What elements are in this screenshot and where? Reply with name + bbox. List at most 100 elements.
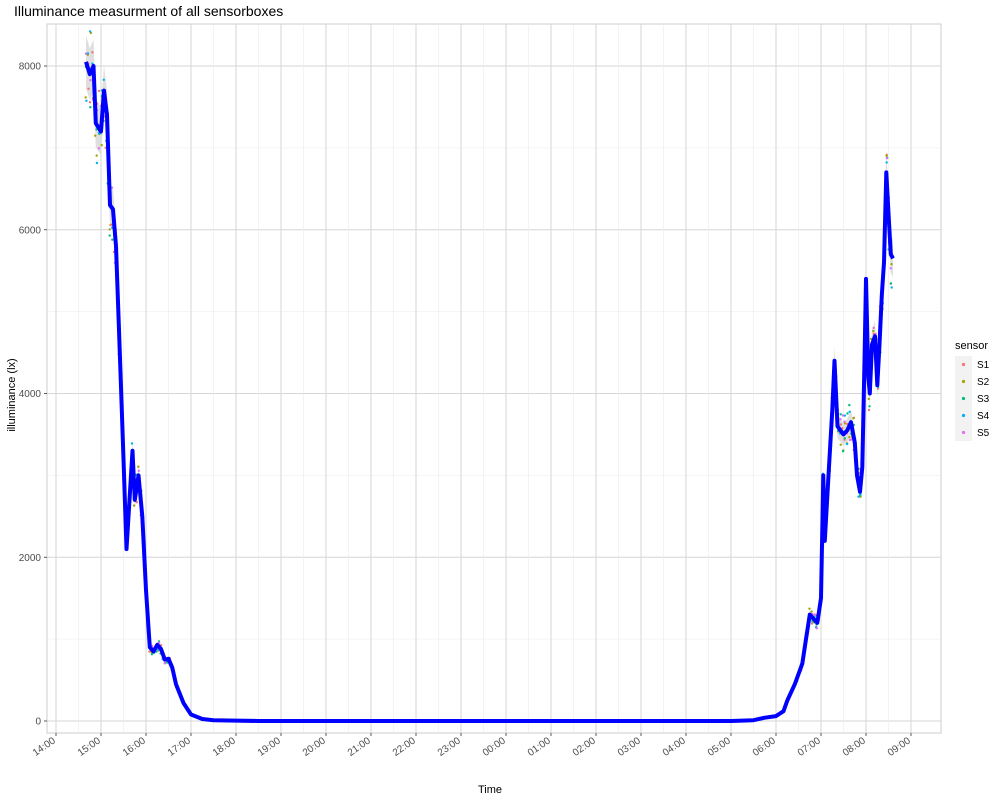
x-tick-label: 03:00 — [616, 735, 643, 759]
legend-key-s2 — [961, 379, 966, 384]
x-tick-label: 05:00 — [706, 735, 733, 759]
x-tick-label: 14:00 — [31, 735, 58, 759]
x-tick-label: 09:00 — [886, 735, 913, 759]
data-point-s5 — [163, 661, 166, 665]
data-point-s2 — [94, 134, 97, 137]
data-point-s4 — [130, 442, 134, 445]
x-tick-label: 02:00 — [571, 735, 598, 759]
data-point-s1 — [97, 89, 101, 93]
data-point-s4 — [88, 30, 92, 33]
data-point-s2 — [132, 504, 136, 507]
x-tick-label: 20:00 — [301, 735, 328, 759]
x-tick-label: 06:00 — [751, 735, 778, 759]
data-point-s3 — [108, 234, 111, 237]
data-point-s3 — [848, 403, 851, 407]
y-tick-label: 0 — [35, 717, 41, 728]
y-axis-title: illuminance (lx) — [6, 358, 18, 431]
grid-lines — [47, 24, 941, 733]
legend-label-s4: S4 — [977, 411, 990, 422]
data-point-s1 — [109, 223, 112, 227]
data-point-s2 — [872, 329, 875, 333]
legend-key-s1 — [961, 362, 966, 367]
data-point-s4 — [843, 414, 847, 417]
y-tick-label: 4000 — [19, 389, 42, 400]
chart-title: Illuminance measurment of all sensorboxe… — [14, 3, 283, 19]
data-point-s2 — [108, 228, 111, 231]
data-point-s2 — [808, 607, 811, 610]
data-point-s3 — [843, 437, 846, 440]
data-point-s2 — [810, 610, 813, 613]
data-point-s3 — [111, 238, 114, 241]
x-tick-label: 23:00 — [436, 735, 463, 759]
legend-key-s4 — [961, 413, 966, 418]
data-point-s1 — [135, 501, 138, 504]
data-point-s3 — [846, 412, 849, 415]
legend-label-s5: S5 — [977, 428, 990, 439]
plot-panel — [46, 23, 942, 734]
x-tick-label: 07:00 — [796, 735, 823, 759]
data-point-s2 — [848, 436, 851, 439]
x-axis-title: Time — [478, 784, 502, 796]
data-point-s4 — [885, 161, 888, 164]
x-tick-label: 04:00 — [661, 735, 688, 759]
x-tick-label: 00:00 — [481, 735, 508, 759]
legend-label-s3: S3 — [977, 394, 990, 405]
data-point-s2 — [839, 443, 842, 446]
data-point-s1 — [148, 650, 151, 653]
x-tick-label: 01:00 — [526, 735, 553, 759]
y-tick-label: 6000 — [19, 225, 42, 236]
data-point-s1 — [810, 622, 814, 625]
x-tick-label: 21:00 — [346, 735, 373, 759]
data-point-s2 — [867, 397, 870, 401]
data-point-s5 — [89, 78, 92, 82]
data-point-s4 — [86, 52, 90, 55]
data-point-s1 — [867, 408, 871, 412]
x-tick-label: 18:00 — [211, 735, 238, 759]
x-tick-label: 19:00 — [256, 735, 283, 759]
panel-border — [46, 23, 942, 734]
data-point-s5 — [813, 613, 816, 616]
data-point-s3 — [150, 653, 154, 656]
data-point-s1 — [91, 51, 94, 54]
x-tick-label: 08:00 — [841, 735, 868, 759]
data-point-s5 — [889, 267, 892, 270]
x-tick-label: 17:00 — [166, 735, 193, 759]
data-point-s2 — [84, 96, 87, 99]
smoothed-line — [84, 61, 895, 723]
data-point-s4 — [857, 495, 860, 498]
data-point-s4 — [95, 161, 99, 165]
data-point-s2 — [95, 154, 98, 157]
legend-key-s5 — [961, 430, 966, 435]
data-point-s3 — [89, 106, 92, 109]
data-point-s5 — [841, 414, 845, 417]
data-point-s3 — [868, 405, 871, 408]
data-point-s5 — [84, 52, 88, 55]
x-tick-label: 16:00 — [121, 735, 148, 759]
data-point-s3 — [889, 282, 893, 285]
data-point-s5 — [885, 157, 889, 160]
data-point-s2 — [137, 465, 140, 468]
data-point-s3 — [841, 450, 845, 453]
x-tick-label: 15:00 — [76, 735, 103, 759]
data-point-s2 — [890, 263, 893, 266]
y-axis: 0 2000 4000 6000 8000 — [19, 62, 47, 728]
data-point-s5 — [839, 418, 842, 421]
x-axis: 14:00 15:00 16:00 17:00 18:00 19:00 20:00 21:00… — [31, 733, 913, 759]
data-point-s1 — [839, 423, 842, 426]
legend-label-s2: S2 — [977, 377, 990, 388]
legend-key-s3 — [961, 396, 966, 401]
smooth-line — [84, 61, 895, 723]
data-point-s4 — [845, 442, 849, 446]
legend-title: sensor — [955, 340, 988, 352]
x-tick-label: 22:00 — [391, 735, 418, 759]
data-point-s4 — [848, 410, 851, 413]
y-tick-label: 8000 — [19, 62, 42, 73]
data-point-s2 — [885, 154, 888, 157]
data-point-s3 — [839, 413, 842, 416]
y-tick-label: 2000 — [19, 553, 42, 564]
data-point-s2 — [100, 144, 103, 147]
legend: sensor S1 S2 S3 S4 S5 — [955, 340, 990, 441]
data-point-s5 — [843, 420, 846, 423]
data-point-s1 — [88, 101, 92, 104]
